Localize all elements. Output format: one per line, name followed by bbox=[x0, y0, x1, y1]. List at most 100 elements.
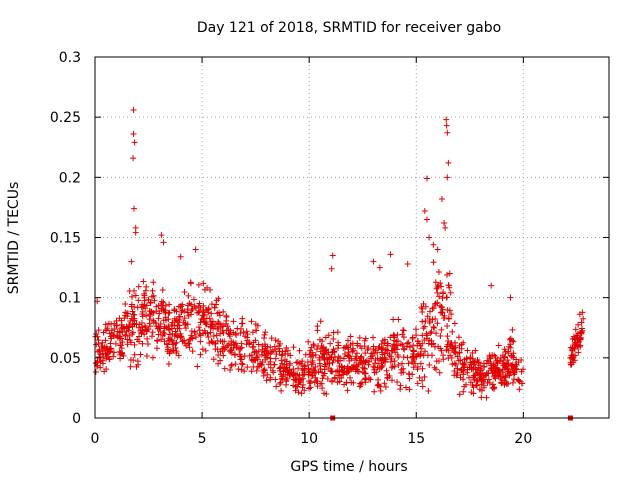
data-point bbox=[490, 361, 497, 368]
data-point bbox=[378, 346, 385, 353]
data-point bbox=[444, 333, 451, 340]
data-point bbox=[305, 371, 312, 378]
data-point bbox=[243, 328, 250, 335]
data-point bbox=[298, 390, 305, 397]
data-point bbox=[427, 308, 434, 315]
data-point bbox=[169, 330, 176, 337]
data-point bbox=[326, 354, 333, 361]
data-point bbox=[137, 351, 144, 358]
data-point bbox=[445, 347, 452, 354]
data-point bbox=[273, 351, 280, 358]
data-point bbox=[417, 352, 424, 359]
y-axis-label: SRMTID / TECUs bbox=[6, 182, 22, 295]
data-point bbox=[513, 356, 520, 363]
data-point bbox=[443, 116, 450, 123]
data-point bbox=[278, 371, 285, 378]
data-point bbox=[475, 364, 482, 371]
data-point bbox=[488, 282, 495, 289]
data-point bbox=[451, 367, 458, 374]
data-point bbox=[126, 337, 133, 344]
data-point bbox=[356, 357, 363, 364]
data-point bbox=[99, 339, 106, 346]
data-point bbox=[128, 258, 135, 265]
data-point bbox=[329, 359, 336, 366]
data-point bbox=[509, 337, 516, 344]
data-point bbox=[172, 328, 179, 335]
data-point bbox=[358, 354, 365, 361]
data-point bbox=[509, 326, 516, 333]
data-point bbox=[362, 335, 369, 342]
data-point bbox=[219, 345, 226, 352]
data-point bbox=[249, 329, 256, 336]
data-point bbox=[212, 346, 219, 353]
data-point bbox=[372, 356, 379, 363]
data-point bbox=[419, 308, 426, 315]
data-point bbox=[509, 379, 516, 386]
data-point bbox=[316, 360, 323, 367]
data-point bbox=[392, 349, 399, 356]
data-point bbox=[451, 320, 458, 327]
data-point bbox=[312, 364, 319, 371]
data-point bbox=[569, 354, 576, 361]
data-point bbox=[391, 334, 398, 341]
data-point bbox=[350, 347, 357, 354]
data-point bbox=[201, 286, 208, 293]
data-point bbox=[185, 302, 192, 309]
data-point bbox=[180, 337, 187, 344]
data-point bbox=[323, 391, 330, 398]
data-point bbox=[202, 321, 209, 328]
data-point bbox=[448, 311, 455, 318]
data-point bbox=[393, 342, 400, 349]
data-point bbox=[311, 369, 318, 376]
data-point bbox=[489, 352, 496, 359]
data-point bbox=[460, 371, 467, 378]
data-point bbox=[147, 313, 154, 320]
data-point bbox=[346, 374, 353, 381]
data-point bbox=[138, 323, 145, 330]
data-point bbox=[344, 337, 351, 344]
data-point bbox=[169, 337, 176, 344]
data-point bbox=[330, 346, 337, 353]
data-point bbox=[316, 336, 323, 343]
data-point bbox=[276, 381, 283, 388]
data-point bbox=[499, 369, 506, 376]
data-point bbox=[211, 304, 218, 311]
data-point bbox=[461, 356, 468, 363]
data-point bbox=[483, 370, 490, 377]
data-point bbox=[314, 327, 321, 334]
data-point bbox=[344, 387, 351, 394]
data-point bbox=[189, 335, 196, 342]
data-point bbox=[283, 381, 290, 388]
data-point bbox=[171, 315, 178, 322]
data-point bbox=[456, 391, 463, 398]
data-point bbox=[186, 336, 193, 343]
y-tick-label: 0.3 bbox=[59, 50, 81, 66]
data-point bbox=[298, 361, 305, 368]
data-point bbox=[151, 297, 158, 304]
data-point bbox=[299, 372, 306, 379]
data-point bbox=[191, 303, 198, 310]
x-tick-label: 10 bbox=[300, 431, 318, 447]
data-point bbox=[444, 323, 451, 330]
data-point bbox=[507, 294, 514, 301]
data-point bbox=[446, 307, 453, 314]
data-point bbox=[319, 385, 326, 392]
data-point bbox=[443, 343, 450, 350]
data-point bbox=[165, 360, 172, 367]
data-point bbox=[370, 258, 377, 265]
data-point bbox=[251, 349, 258, 356]
data-point bbox=[400, 327, 407, 334]
data-point bbox=[290, 382, 297, 389]
data-point bbox=[406, 386, 413, 393]
x-tick-label: 0 bbox=[91, 431, 100, 447]
data-point bbox=[428, 341, 435, 348]
data-point bbox=[509, 353, 516, 360]
data-point bbox=[377, 355, 384, 362]
data-point bbox=[122, 332, 129, 339]
data-point bbox=[429, 352, 436, 359]
data-point bbox=[195, 281, 202, 288]
data-point bbox=[143, 312, 150, 319]
data-point bbox=[449, 343, 456, 350]
data-point bbox=[436, 369, 443, 376]
data-point bbox=[142, 324, 149, 331]
